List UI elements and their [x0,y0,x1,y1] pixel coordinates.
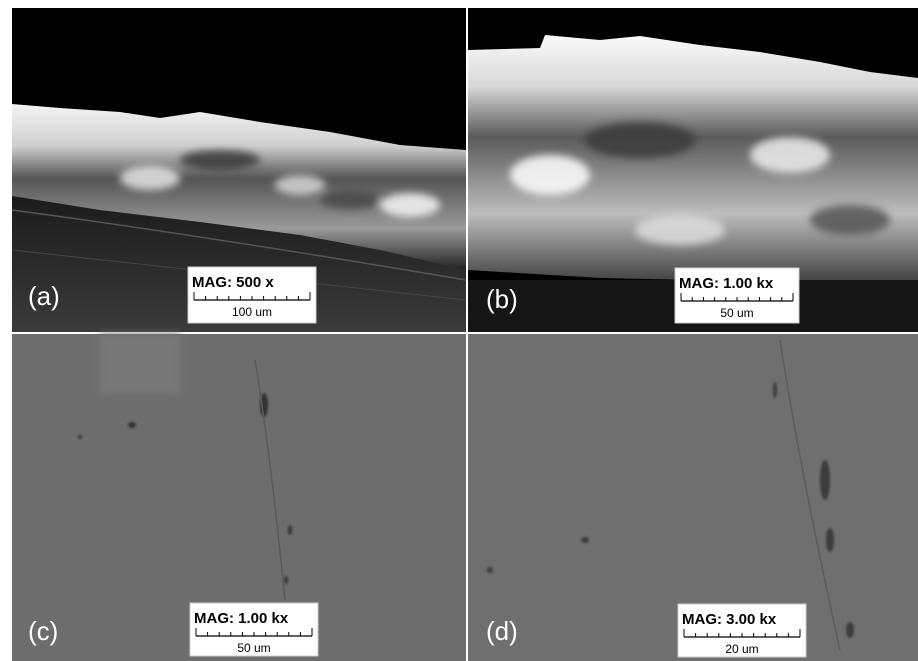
magnification: MAG: 1.00 kx [679,275,774,292]
scale-length: 50 um [237,641,270,655]
page: (a) MAG: 500 x 100 um (b) MAG: 1.00 kx 50 um (… [0,0,918,661]
magnification: MAG: 500 x [192,274,274,291]
figure: (a) MAG: 500 x 100 um (b) MAG: 1.00 kx 50 um (… [0,0,918,661]
panel-label: (b) [486,284,518,314]
scale-length: 100 um [232,305,272,319]
magnification: MAG: 1.00 kx [194,610,289,627]
panel-label: (c) [28,616,58,646]
magnification: MAG: 3.00 kx [682,611,777,628]
scale-length: 20 um [725,642,758,656]
scale-length: 50 um [720,306,753,320]
panel-label: (a) [28,281,60,311]
panel-label: (d) [486,616,518,646]
